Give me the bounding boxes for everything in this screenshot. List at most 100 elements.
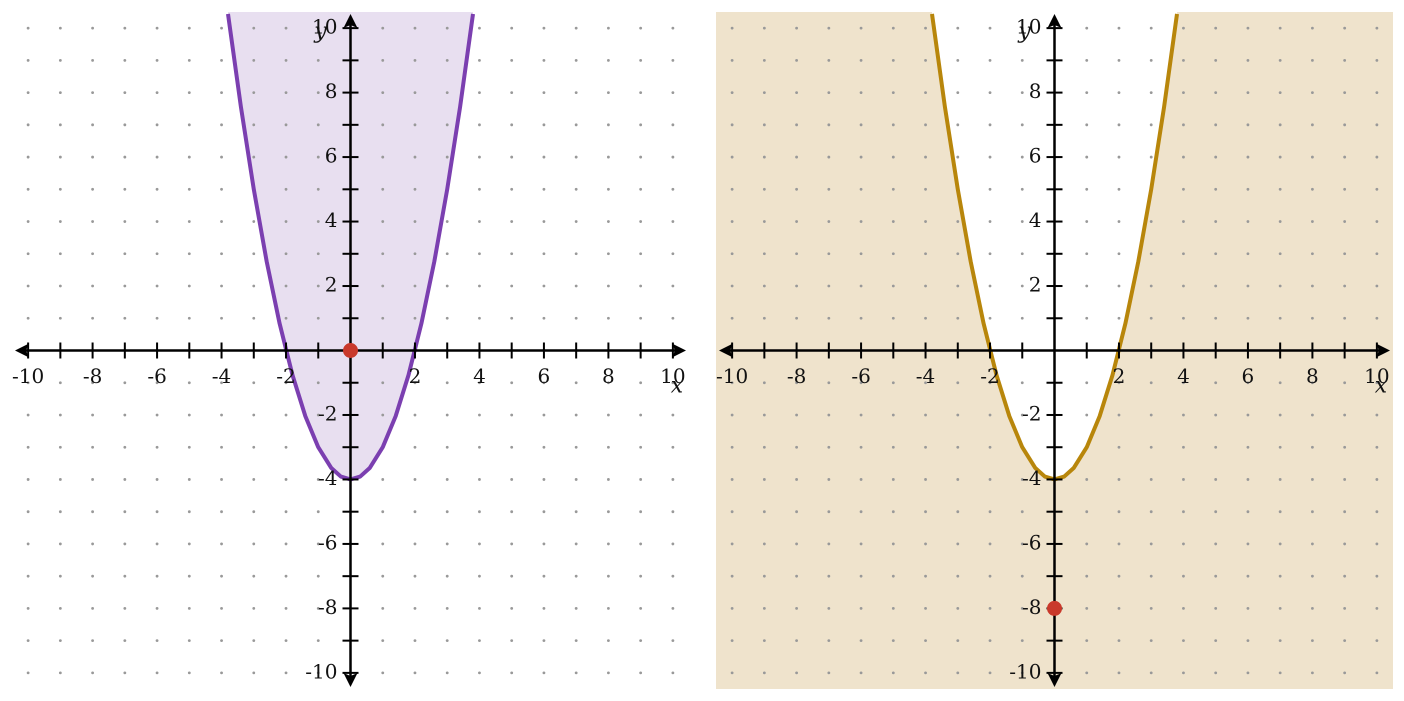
- grid-dot: [542, 607, 546, 610]
- grid-dot: [924, 607, 927, 610]
- grid-dot: [123, 542, 127, 546]
- grid-dot: [510, 671, 514, 675]
- grid-dot: [1343, 510, 1347, 514]
- grid-dot: [413, 284, 417, 288]
- grid-dot: [988, 58, 992, 62]
- grid-dot: [988, 445, 992, 449]
- grid-dot: [1214, 91, 1218, 94]
- grid-dot: [1375, 445, 1379, 449]
- grid-dot: [730, 123, 734, 127]
- grid-dot: [639, 58, 643, 62]
- grid-dot: [1149, 413, 1153, 417]
- grid-dot: [284, 671, 288, 675]
- grid-dot: [1311, 284, 1314, 288]
- y-axis-label: y: [1017, 19, 1031, 44]
- grid-dot: [671, 574, 675, 578]
- y-tick-label: -2: [1022, 401, 1041, 425]
- grid-dot: [924, 252, 927, 256]
- grid-dot: [762, 123, 766, 127]
- grid-dot: [1085, 574, 1089, 578]
- grid-dot: [607, 574, 610, 578]
- grid-dot: [988, 155, 992, 159]
- grid-dot: [284, 284, 288, 288]
- arrow: [343, 673, 358, 687]
- grid-dot: [1278, 26, 1282, 30]
- grid-dot: [58, 510, 62, 514]
- grid-dot: [1375, 58, 1379, 62]
- grid-dot: [1149, 252, 1153, 256]
- grid-dot: [1214, 639, 1218, 643]
- grid-dot: [542, 316, 546, 320]
- grid-dot: [284, 639, 288, 643]
- grid-dot: [123, 26, 127, 30]
- grid-dot: [639, 607, 643, 610]
- grid-dot: [859, 58, 863, 62]
- grid-dot: [1149, 381, 1153, 385]
- y-tick-label: 4: [325, 208, 338, 232]
- grid-dot: [542, 413, 546, 417]
- grid-dot: [123, 639, 127, 643]
- grid-dot: [1214, 284, 1218, 288]
- grid-dot: [671, 187, 675, 191]
- y-tick-label: 2: [325, 273, 338, 297]
- grid-dot: [413, 220, 417, 223]
- grid-dot: [639, 445, 643, 449]
- grid-dot: [924, 91, 927, 94]
- grid-dot: [252, 58, 256, 62]
- grid-dot: [1149, 574, 1153, 578]
- grid-dot: [1343, 478, 1347, 481]
- grid-dot: [220, 58, 223, 62]
- grid-dot: [187, 445, 191, 449]
- grid-dot: [381, 26, 385, 30]
- grid-dot: [859, 155, 863, 159]
- grid-dot: [1375, 542, 1379, 546]
- grid-dot: [284, 607, 288, 610]
- grid-dot: [988, 26, 992, 30]
- grid-dot: [956, 58, 960, 62]
- grid-dot: [510, 91, 514, 94]
- grid-dot: [316, 252, 320, 256]
- grid-dot: [1149, 91, 1153, 94]
- grid-dot: [26, 123, 30, 127]
- grid-dot: [956, 478, 960, 481]
- grid-dot: [988, 252, 992, 256]
- grid-dot: [284, 91, 288, 94]
- grid-dot: [730, 284, 734, 288]
- grid-dot: [1182, 478, 1185, 481]
- grid-dot: [252, 413, 256, 417]
- grid-dot: [445, 58, 449, 62]
- grid-dot: [1343, 220, 1347, 223]
- grid-dot: [1343, 316, 1347, 320]
- grid-dot: [316, 510, 320, 514]
- grid-dot: [220, 639, 223, 643]
- grid-dot: [574, 607, 578, 610]
- y-tick-label: -6: [1022, 530, 1041, 554]
- grid-dot: [924, 574, 927, 578]
- grid-dot: [730, 91, 734, 94]
- grid-dot: [252, 284, 256, 288]
- grid-dot: [1214, 607, 1218, 610]
- grid-dot: [381, 155, 385, 159]
- grid-dot: [1278, 316, 1282, 320]
- grid-dot: [859, 413, 863, 417]
- grid-dot: [478, 639, 481, 643]
- x-tick-label: -4: [212, 364, 231, 388]
- grid-dot: [1246, 123, 1250, 127]
- grid-dot: [252, 671, 256, 675]
- grid-dot: [988, 542, 992, 546]
- grid-dot: [827, 639, 831, 643]
- grid-dot: [413, 671, 417, 675]
- y-tick-label: -10: [305, 659, 337, 683]
- grid-dot: [1311, 574, 1314, 578]
- grid-dot: [252, 123, 256, 127]
- grid-dot: [316, 220, 320, 223]
- grid-dot: [478, 91, 481, 94]
- grid-dot: [413, 478, 417, 481]
- arrow: [719, 343, 733, 358]
- grid-dot: [762, 316, 766, 320]
- grid-dot: [1343, 574, 1347, 578]
- grid-dot: [284, 123, 288, 127]
- grid-dot: [123, 445, 127, 449]
- grid-dot: [58, 284, 62, 288]
- grid-dot: [58, 252, 62, 256]
